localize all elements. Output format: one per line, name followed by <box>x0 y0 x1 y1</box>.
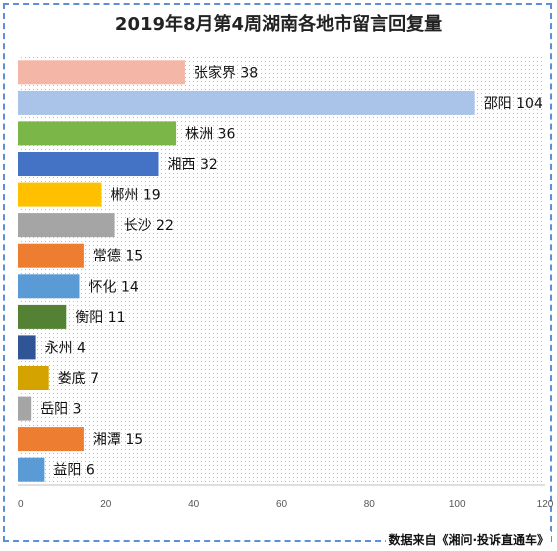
bar-label-4: 郴州 19 <box>110 188 160 204</box>
bar-1 <box>18 90 475 115</box>
bar-label-13: 益阳 6 <box>53 463 94 479</box>
bar-8 <box>18 304 67 329</box>
bar-10 <box>18 366 49 390</box>
bar-13 <box>18 457 45 482</box>
bar-label-0: 张家界 38 <box>194 64 258 81</box>
bar-4 <box>18 182 102 207</box>
bar-label-9: 永州 4 <box>45 340 86 356</box>
bar-label-5: 长沙 22 <box>124 218 174 234</box>
bar-11 <box>18 396 32 421</box>
plot-area <box>18 57 545 485</box>
chart-title: 2019年8月第4周湖南各地市留言回复量 <box>114 14 443 35</box>
bar-label-10: 娄底 7 <box>58 371 99 387</box>
bar-2 <box>18 121 177 146</box>
bar-label-11: 岳阳 3 <box>40 402 81 418</box>
x-tick-label-100: 100 <box>449 499 466 510</box>
bar-label-2: 株洲 36 <box>185 126 235 142</box>
bar-label-3: 湘西 32 <box>168 157 218 173</box>
bar-label-8: 衡阳 11 <box>75 310 125 326</box>
x-tick-label-40: 40 <box>188 499 200 510</box>
bar-label-7: 怀化 14 <box>89 279 139 295</box>
x-tick-label-20: 20 <box>100 499 112 510</box>
x-tick-label-0: 0 <box>18 499 24 510</box>
bar-3 <box>18 152 159 176</box>
bar-0 <box>18 60 185 85</box>
chart-frame <box>3 3 552 542</box>
source-note: 数据来自《湘问·投诉直通车》 <box>386 531 551 548</box>
bar-5 <box>18 213 115 238</box>
bar-label-6: 常德 15 <box>93 249 143 265</box>
x-tick-label-60: 60 <box>276 499 288 510</box>
bar-12 <box>18 427 84 452</box>
bar-label-1: 邵阳 104 <box>484 96 543 112</box>
bar-label-12: 湘潭 15 <box>93 431 143 448</box>
bar-7 <box>18 274 80 299</box>
bar-9 <box>18 335 36 360</box>
x-tick-label-80: 80 <box>364 499 376 510</box>
x-tick-label-120: 120 <box>537 499 554 510</box>
bar-6 <box>18 243 84 268</box>
